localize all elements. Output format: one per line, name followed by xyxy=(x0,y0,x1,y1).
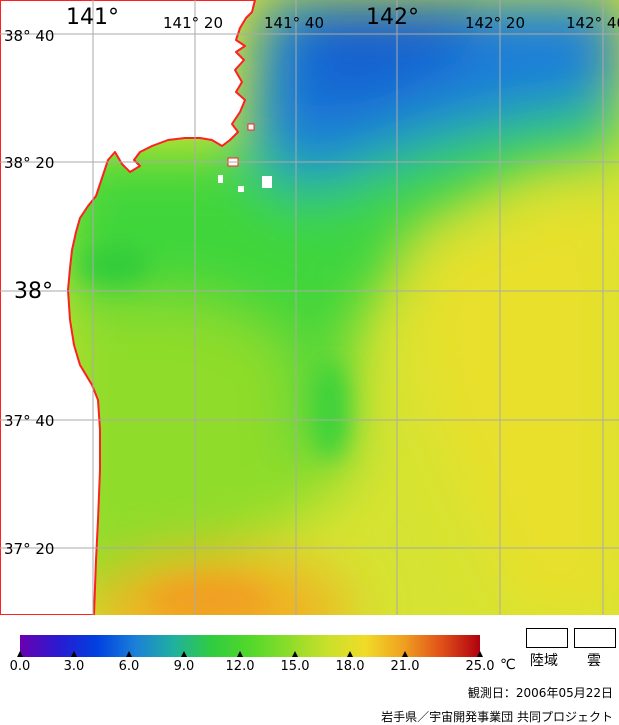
colorbar-tick: 18.0 xyxy=(335,659,365,674)
lat-label: 38° 40 xyxy=(4,27,54,45)
colorbar-tick-mark xyxy=(292,651,298,657)
colorbar-tick-mark xyxy=(17,651,23,657)
lon-label: 141° 20 xyxy=(163,14,223,32)
temperature-field xyxy=(0,0,619,615)
lat-label: 38° 20 xyxy=(4,154,54,172)
colorbar-tick-mark xyxy=(237,651,243,657)
lon-label: 142° xyxy=(366,5,419,30)
colorbar-tick: 25.0 xyxy=(465,659,495,674)
colorbar-tick-mark xyxy=(402,651,408,657)
lat-label: 37° 20 xyxy=(4,540,54,558)
lon-label: 142° 20 xyxy=(465,14,525,32)
lon-label: 141° xyxy=(66,5,119,30)
colorbar-tick: 0.0 xyxy=(9,659,31,674)
colorbar-tick-mark xyxy=(71,651,77,657)
colorbar-tick: 6.0 xyxy=(118,659,140,674)
colorbar-tick-mark xyxy=(126,651,132,657)
colorbar-tick: 12.0 xyxy=(225,659,255,674)
observation-date: 観測日：2006年05月22日 xyxy=(467,686,613,700)
credit-text: 岩手県／宇宙開発事業団 共同プロジェクト xyxy=(381,710,613,724)
cloud-legend-label: 雲 xyxy=(587,653,601,669)
colorbar-tick: 3.0 xyxy=(63,659,85,674)
lat-label: 37° 40 xyxy=(4,412,54,430)
colorbar-tick-mark xyxy=(181,651,187,657)
lon-label: 142° 40 xyxy=(566,14,619,32)
land-area xyxy=(0,0,256,615)
lon-label: 141° 40 xyxy=(264,14,324,32)
cloud-legend-swatch xyxy=(574,628,616,648)
colorbar-tick-mark xyxy=(477,651,483,657)
colorbar-tick: 9.0 xyxy=(173,659,195,674)
temperature-colorbar xyxy=(20,635,480,657)
colorbar-tick: 15.0 xyxy=(280,659,310,674)
longitude-labels: 141° 141° 20 141° 40 142° 142° 20 142° 4… xyxy=(66,5,619,32)
colorbar-tick: 21.0 xyxy=(390,659,420,674)
sea-surface-temperature-map: 141° 141° 20 141° 40 142° 142° 20 142° 4… xyxy=(0,0,619,615)
land-legend-label: 陸域 xyxy=(530,653,558,669)
graticule xyxy=(0,0,619,615)
temperature-unit: ℃ xyxy=(500,657,516,673)
lat-label: 38° xyxy=(14,279,53,304)
latitude-labels: 38° 40 38° 20 38° 37° 40 37° 20 xyxy=(4,27,54,558)
land-legend-swatch xyxy=(526,628,568,648)
colorbar-tick-mark xyxy=(347,651,353,657)
